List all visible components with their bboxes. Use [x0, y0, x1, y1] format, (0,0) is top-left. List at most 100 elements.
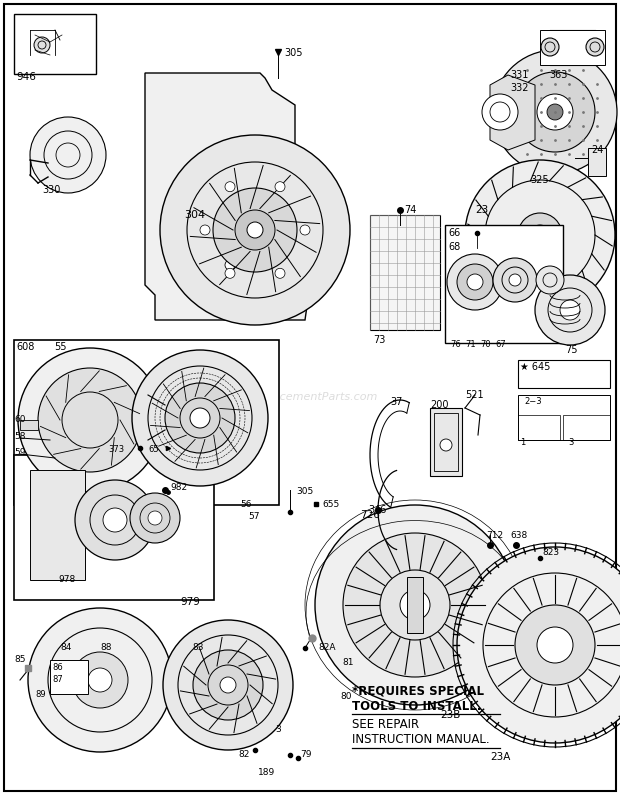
Text: 83: 83	[192, 643, 203, 652]
Circle shape	[34, 37, 50, 53]
Text: 823: 823	[542, 548, 559, 557]
Text: 56: 56	[240, 500, 252, 509]
Circle shape	[457, 547, 620, 743]
Circle shape	[163, 620, 293, 750]
Circle shape	[537, 94, 573, 130]
Circle shape	[465, 160, 615, 310]
Circle shape	[225, 268, 235, 278]
Text: 89: 89	[35, 690, 46, 699]
Bar	[407, 577, 423, 633]
Circle shape	[148, 511, 162, 525]
Text: 71: 71	[465, 340, 476, 349]
Text: 85: 85	[14, 655, 25, 664]
Text: 59: 59	[14, 448, 25, 457]
Circle shape	[190, 408, 210, 428]
Text: TOOLS TO INSTALL.: TOOLS TO INSTALL.	[352, 700, 481, 713]
Text: 55: 55	[54, 342, 66, 352]
Circle shape	[225, 260, 235, 270]
Bar	[518, 395, 610, 440]
Text: INSTRUCTION MANUAL.: INSTRUCTION MANUAL.	[352, 733, 490, 746]
Circle shape	[213, 188, 297, 272]
Text: 82: 82	[238, 750, 249, 759]
Text: 373: 373	[108, 445, 124, 454]
Circle shape	[220, 677, 236, 693]
Text: 81: 81	[342, 658, 353, 667]
Text: 70: 70	[480, 340, 490, 349]
Circle shape	[536, 266, 564, 294]
Text: 67: 67	[495, 340, 506, 349]
Text: 60: 60	[14, 415, 25, 424]
Text: 80: 80	[340, 692, 352, 701]
Text: 86: 86	[52, 663, 63, 672]
Text: 304: 304	[184, 210, 206, 220]
Circle shape	[103, 508, 127, 532]
Text: 363: 363	[549, 70, 567, 80]
Circle shape	[447, 254, 503, 310]
Text: 88: 88	[100, 643, 112, 652]
Circle shape	[130, 493, 180, 543]
Circle shape	[300, 225, 310, 235]
Circle shape	[518, 213, 562, 257]
Circle shape	[515, 72, 595, 152]
Circle shape	[275, 182, 285, 192]
Text: 84: 84	[60, 643, 71, 652]
Circle shape	[75, 480, 155, 560]
Circle shape	[541, 38, 559, 56]
Circle shape	[165, 383, 235, 453]
Bar	[14, 455, 214, 600]
Text: 712: 712	[486, 531, 503, 540]
Bar	[14, 14, 96, 74]
Text: 24: 24	[591, 145, 603, 155]
Text: 3: 3	[568, 438, 574, 447]
Circle shape	[515, 605, 595, 685]
Circle shape	[530, 225, 550, 245]
Text: 982: 982	[170, 483, 187, 492]
Bar	[50, 660, 88, 694]
Circle shape	[535, 275, 605, 345]
Text: 68: 68	[448, 242, 460, 252]
Text: 331: 331	[510, 70, 528, 80]
Circle shape	[160, 135, 350, 325]
Circle shape	[586, 38, 604, 56]
Text: 726: 726	[360, 510, 380, 520]
Text: 305: 305	[284, 48, 303, 58]
Bar	[563, 415, 610, 440]
Text: 79: 79	[300, 750, 311, 759]
Text: 978: 978	[58, 575, 75, 584]
Text: 66: 66	[448, 228, 460, 238]
Polygon shape	[490, 75, 535, 150]
Bar	[30, 470, 85, 580]
Circle shape	[193, 650, 263, 720]
Text: 332: 332	[510, 83, 528, 93]
Circle shape	[482, 94, 518, 130]
Circle shape	[38, 368, 142, 472]
Text: *REQUIRES SPECIAL: *REQUIRES SPECIAL	[352, 685, 484, 698]
Bar	[434, 413, 458, 471]
Text: 87: 87	[52, 675, 63, 684]
Bar	[20, 420, 38, 430]
Text: 73: 73	[373, 335, 386, 345]
Circle shape	[440, 439, 452, 451]
Text: 189: 189	[258, 768, 275, 777]
Text: 1: 1	[520, 438, 525, 447]
Text: 2−3: 2−3	[524, 397, 542, 406]
Bar	[518, 360, 610, 388]
Bar	[445, 225, 563, 343]
Circle shape	[509, 274, 521, 286]
Text: 655: 655	[322, 500, 339, 509]
Text: 37: 37	[390, 397, 402, 407]
Text: 3: 3	[275, 725, 281, 734]
Circle shape	[275, 268, 285, 278]
Bar	[14, 340, 279, 505]
Circle shape	[18, 348, 162, 492]
Text: 346: 346	[368, 505, 386, 515]
Bar	[370, 215, 440, 330]
Circle shape	[30, 117, 106, 193]
Circle shape	[132, 350, 268, 486]
Text: 521: 521	[465, 390, 484, 400]
Bar	[588, 148, 606, 176]
Circle shape	[537, 627, 573, 663]
Circle shape	[457, 264, 493, 300]
Circle shape	[547, 104, 563, 120]
Text: 57: 57	[248, 512, 260, 521]
